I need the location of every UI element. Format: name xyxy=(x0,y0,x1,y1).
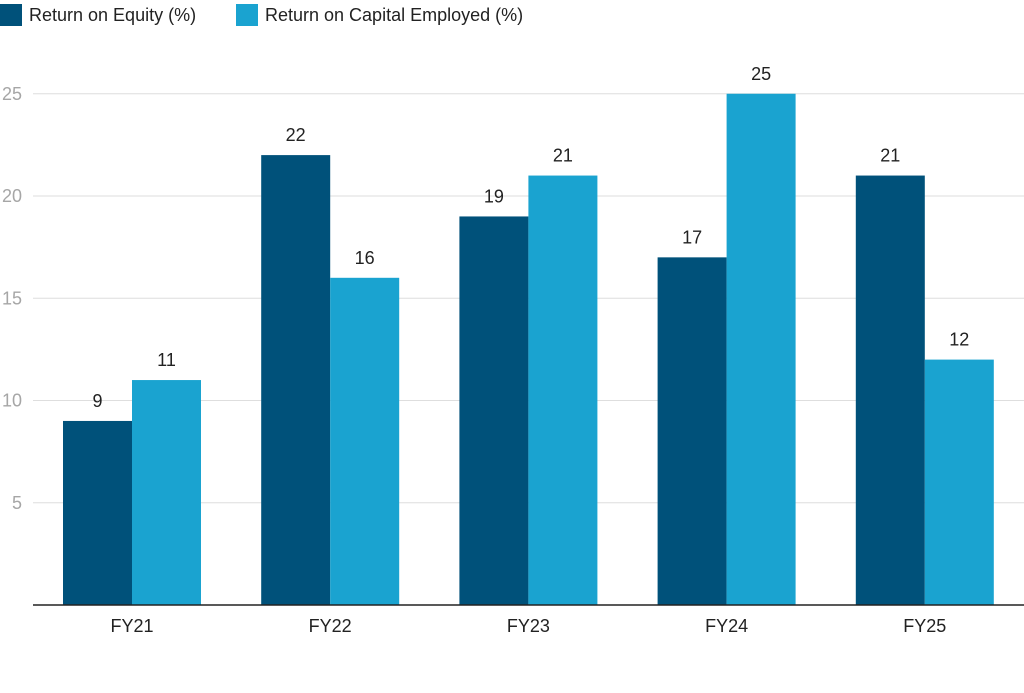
x-tick-label-FY24: FY24 xyxy=(705,616,748,636)
legend-swatch-1 xyxy=(0,4,22,26)
bar-FY22-series-2 xyxy=(330,277,400,605)
y-tick-label-25: 25 xyxy=(2,84,22,104)
y-tick-label-5: 5 xyxy=(12,493,22,513)
data-label-FY22-series-1: 22 xyxy=(286,125,306,145)
bars xyxy=(63,93,994,606)
data-label-FY22-series-2: 16 xyxy=(355,248,375,268)
legend: Return on Equity (%) Return on Capital Em… xyxy=(0,4,523,26)
x-tick-label-FY23: FY23 xyxy=(507,616,550,636)
y-tick-label-15: 15 xyxy=(2,288,22,308)
bar-FY21-series-2 xyxy=(132,380,201,605)
data-label-FY24-series-2: 25 xyxy=(751,64,771,84)
x-tick-label-FY22: FY22 xyxy=(309,616,352,636)
legend-label-1: Return on Equity (%) xyxy=(29,5,196,25)
data-label-FY25-series-1: 21 xyxy=(880,146,900,166)
bar-FY25-series-1 xyxy=(855,175,925,606)
data-label-FY21-series-2: 11 xyxy=(157,350,176,370)
x-tick-label-FY25: FY25 xyxy=(903,616,946,636)
bar-FY23-series-1 xyxy=(459,216,529,605)
bar-FY24-series-1 xyxy=(657,257,727,605)
y-axis-ticks: 5 10 15 20 25 xyxy=(2,84,22,513)
data-label-FY23-series-2: 21 xyxy=(553,146,573,166)
data-label-FY24-series-1: 17 xyxy=(682,227,702,247)
data-label-FY25-series-2: 12 xyxy=(949,330,969,350)
data-label-FY23-series-1: 19 xyxy=(484,186,504,206)
x-axis-labels: FY21 FY22 FY23 FY24 FY25 xyxy=(110,616,946,636)
y-tick-label-10: 10 xyxy=(2,391,22,411)
x-tick-label-FY21: FY21 xyxy=(110,616,153,636)
bar-FY23-series-2 xyxy=(528,175,598,606)
bar-FY22-series-1 xyxy=(261,155,331,605)
bar-FY24-series-2 xyxy=(726,93,796,605)
data-label-FY21-series-1: 9 xyxy=(92,391,102,411)
bar-FY21-series-1 xyxy=(63,420,132,605)
data-labels: 9 11 22 16 19 21 17 25 21 12 xyxy=(92,64,969,411)
bar-FY25-series-2 xyxy=(924,359,994,605)
y-tick-label-20: 20 xyxy=(2,186,22,206)
legend-label-2: Return on Capital Employed (%) xyxy=(265,5,523,25)
legend-swatch-2 xyxy=(236,4,258,26)
